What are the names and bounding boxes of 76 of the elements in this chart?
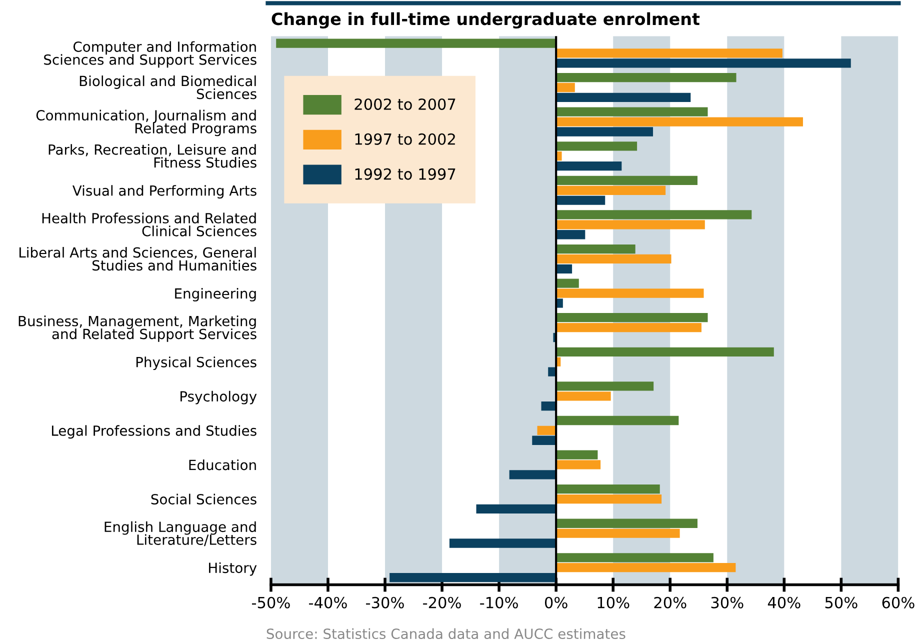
- y-tick-label: Legal Professions and Studies: [52, 425, 256, 439]
- x-tick-label: 40%: [768, 596, 800, 608]
- bar: [556, 518, 698, 528]
- y-tick-label: Liberal Arts and Sciences, General Studies and Humanities: [20, 246, 256, 271]
- bar: [556, 92, 691, 102]
- bar: [556, 484, 660, 494]
- x-tick-label: -20%: [423, 596, 461, 608]
- y-tick-label: English Language and Literature/Letters: [104, 521, 256, 546]
- bar: [537, 426, 556, 436]
- bar: [556, 186, 666, 195]
- bar: [276, 38, 556, 48]
- bar: [556, 460, 601, 470]
- y-tick-label: Health Professions and Related Clinical Sciences: [42, 212, 256, 236]
- bar: [556, 553, 714, 562]
- x-tick-label: 10%: [598, 596, 630, 608]
- bar: [556, 494, 662, 504]
- bar: [556, 161, 622, 171]
- bar: [556, 48, 782, 58]
- bar: [556, 264, 572, 274]
- bar: [556, 230, 586, 240]
- bar: [556, 72, 736, 82]
- legend-label: 2002 to 2007: [354, 98, 456, 110]
- bar: [556, 288, 704, 298]
- y-tick-label: Physical Sciences: [136, 356, 256, 370]
- bar: [556, 416, 679, 426]
- y-tick-label: Psychology: [180, 390, 257, 404]
- x-tick-label: 60%: [882, 596, 914, 608]
- y-tick-label: Parks, Recreation, Leisure and Fitness Studies: [48, 144, 256, 168]
- y-tick-label: Biological and Biomedical Sciences: [80, 76, 256, 100]
- bar: [556, 196, 606, 205]
- y-tick-label: Visual and Performing Arts: [72, 185, 256, 199]
- bar: [556, 382, 654, 391]
- y-tick-label: History: [209, 562, 257, 576]
- bar: [556, 127, 654, 136]
- bar: [556, 392, 611, 401]
- x-tick-label: -10%: [480, 596, 518, 608]
- bar: [556, 107, 708, 116]
- bar: [556, 254, 672, 264]
- bar: [509, 470, 556, 480]
- x-tick-label: -50%: [252, 596, 290, 608]
- x-tick-label: 20%: [654, 596, 686, 608]
- legend-label: 1992 to 1997: [355, 168, 456, 180]
- x-tick-label: 30%: [711, 596, 744, 608]
- bar: [556, 82, 575, 92]
- bar: [556, 347, 774, 356]
- bar: [556, 244, 636, 254]
- y-tick-label: Business, Management, Marketing and Related Support Services: [18, 316, 256, 342]
- bar: [556, 528, 680, 538]
- bar: [556, 58, 851, 68]
- bar: [556, 117, 803, 126]
- bar: [556, 142, 638, 151]
- bar: [556, 278, 579, 288]
- bar: [556, 563, 736, 572]
- y-tick-label: Social Sciences: [151, 494, 256, 504]
- y-tick-label: Engineering: [175, 288, 256, 302]
- bar: [556, 210, 752, 220]
- bar: [556, 450, 598, 460]
- x-tick-label: -30%: [366, 596, 404, 608]
- bar: [532, 436, 556, 445]
- x-tick-label: -40%: [309, 596, 347, 608]
- chart-title: Change in full-time undergraduate enrolment: [272, 12, 700, 29]
- bar: [556, 220, 705, 230]
- x-tick-label: 50%: [825, 596, 858, 608]
- bar: [556, 322, 702, 332]
- legend-label: 1997 to 2002: [355, 133, 455, 145]
- bar: [449, 538, 556, 548]
- y-tick-label: Communication, Journalism and Related Programs: [36, 110, 256, 136]
- bar: [556, 313, 708, 322]
- y-tick-label: Education: [189, 459, 256, 470]
- bar: [390, 572, 556, 582]
- bar: [541, 402, 556, 411]
- bar: [476, 504, 556, 514]
- y-tick-label: Computer and Information Sciences and Support Services: [44, 41, 256, 68]
- bar: [556, 176, 698, 186]
- x-tick-label: 0%: [544, 596, 568, 608]
- source-note: Source: Statistics Canada data and AUCC estimates: [266, 628, 626, 640]
